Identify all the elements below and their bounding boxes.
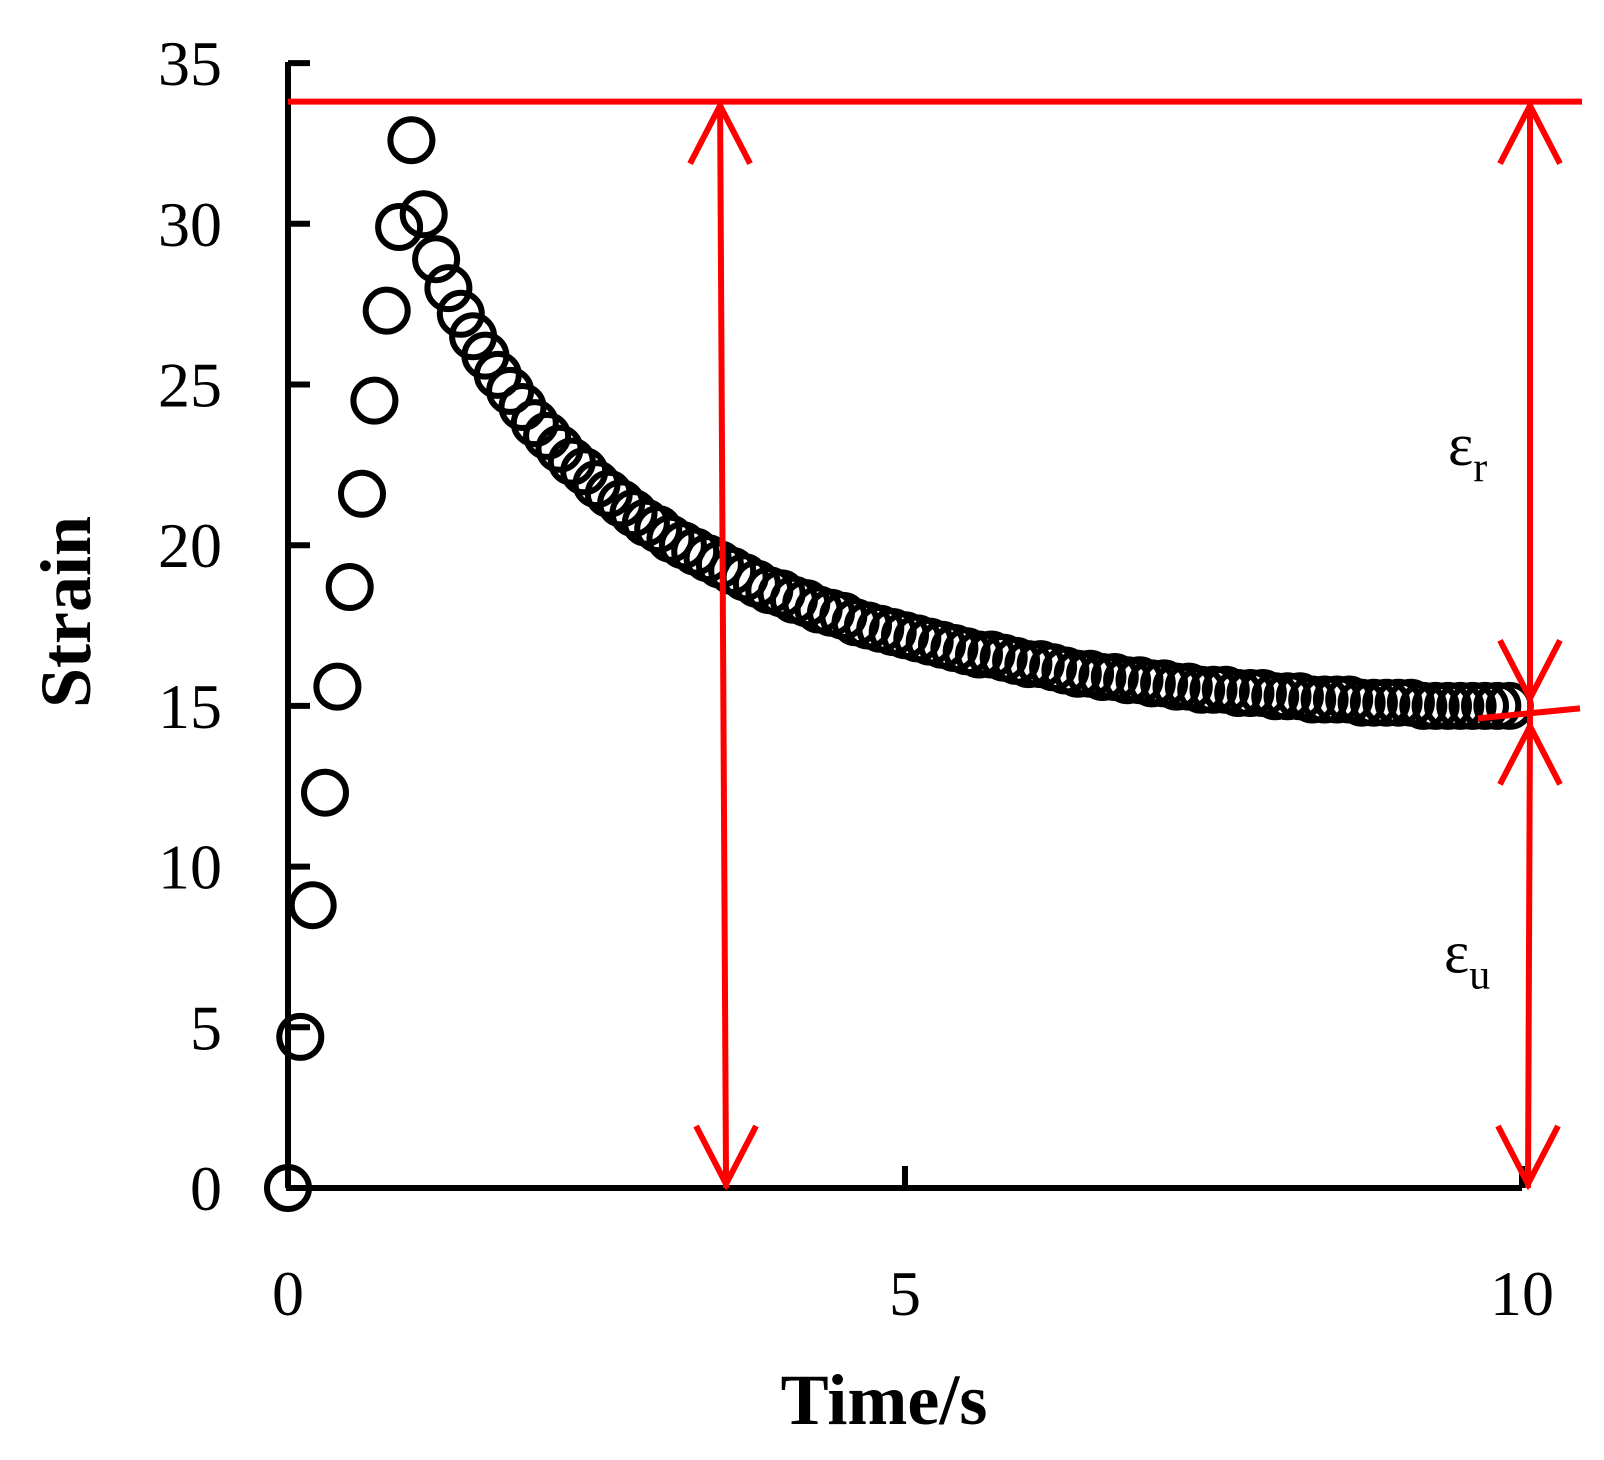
data-point [313, 662, 362, 711]
data-point [1300, 675, 1349, 724]
y-tick-label-35: 35 [158, 28, 222, 99]
data-point [560, 447, 609, 496]
recoverable-strain-arrowhead-top [1497, 99, 1563, 166]
x-tick-label-5: 5 [889, 1258, 921, 1329]
data-point [436, 289, 485, 338]
y-axis-title: Strain [26, 516, 106, 708]
data-point [399, 190, 448, 239]
data-point [301, 768, 349, 817]
data-point [375, 203, 424, 251]
data-point [1399, 681, 1448, 730]
total-strain-arrowhead-bottom [693, 1124, 759, 1191]
data-point [1078, 653, 1127, 701]
data-point [1436, 681, 1485, 730]
data-point [1189, 665, 1238, 714]
data-point [955, 630, 1003, 679]
data-point [1461, 681, 1509, 730]
data-point [1214, 669, 1263, 717]
data-point [387, 116, 436, 165]
unrecoverable-strain-arrow-shaft [1525, 712, 1533, 1189]
data-point [1226, 669, 1275, 717]
data-point [1448, 681, 1497, 730]
data-point [338, 469, 386, 518]
data-point [276, 1012, 325, 1061]
data-point [1337, 678, 1386, 727]
data-point [1053, 649, 1102, 698]
data-point [350, 376, 399, 425]
data-point [547, 437, 596, 486]
data-point [1312, 675, 1361, 724]
data-point [1473, 681, 1522, 730]
data-point [1349, 678, 1398, 727]
y-tick-labels: 0 5 10 15 20 25 30 35 [158, 28, 222, 1224]
epsilon-r-subscript: r [1473, 445, 1487, 491]
data-point [1152, 662, 1201, 711]
strain-annotations [288, 98, 1582, 1191]
data-point [1127, 659, 1176, 708]
data-point [1411, 681, 1460, 730]
data-point [510, 399, 559, 448]
data-point [362, 286, 411, 335]
data-point [1177, 665, 1226, 714]
data-point [1374, 678, 1423, 727]
unrecoverable-strain-arrowhead-bottom [1495, 1124, 1561, 1191]
y-tick-label-30: 30 [158, 189, 222, 260]
data-point [325, 563, 374, 611]
data-point [1004, 640, 1053, 689]
data-point [1103, 656, 1152, 705]
x-tick-label-0: 0 [272, 1258, 304, 1329]
x-tick-label-10: 10 [1490, 1258, 1554, 1329]
data-point [1362, 678, 1411, 727]
data-point [523, 411, 572, 460]
y-tick-label-5: 5 [190, 992, 222, 1063]
data-point [412, 235, 461, 284]
data-point [609, 489, 658, 538]
data-point [535, 424, 584, 473]
data-point [634, 505, 683, 554]
epsilon-u-symbol: ε [1444, 920, 1469, 986]
epsilon-u-subscript: u [1469, 953, 1490, 999]
total-strain-arrowhead-top [687, 99, 753, 166]
x-tick-labels: 0 5 10 [272, 1258, 1554, 1329]
y-tick-label-15: 15 [158, 671, 222, 742]
unrecoverable-strain-arrowhead-top [1497, 719, 1563, 786]
total-strain-arrow-shaft [717, 101, 730, 1189]
x-axis-title: Time/s [781, 1360, 988, 1440]
y-tick-label-0: 0 [190, 1153, 222, 1224]
data-point [1424, 681, 1472, 730]
data-point [1263, 672, 1312, 721]
recoverable-strain-arrowhead-bottom [1497, 638, 1563, 705]
y-tick-label-10: 10 [158, 832, 222, 903]
y-tick-label-25: 25 [158, 350, 222, 421]
data-point [288, 881, 337, 930]
epsilon-r-symbol: ε [1448, 412, 1473, 478]
axis-ticks [285, 60, 1525, 1191]
data-points [264, 116, 1534, 1212]
data-point [1288, 675, 1337, 724]
epsilon-u-label: εu [1444, 920, 1490, 999]
epsilon-r-label: εr [1448, 412, 1487, 491]
data-point [1251, 672, 1300, 721]
data-point [424, 264, 473, 313]
y-tick-label-20: 20 [158, 510, 222, 581]
